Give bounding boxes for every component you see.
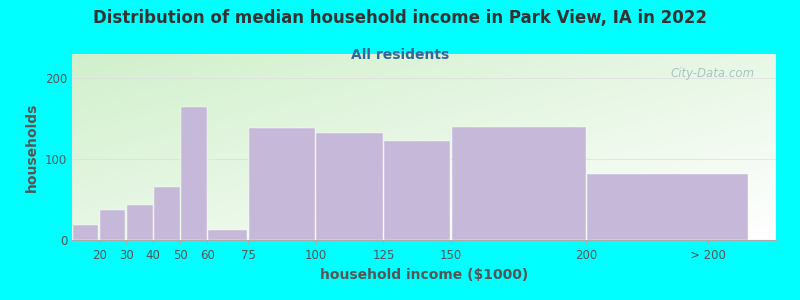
Bar — [587, 174, 748, 240]
Bar — [452, 127, 586, 240]
Text: City-Data.com: City-Data.com — [670, 67, 755, 80]
Bar — [208, 230, 247, 240]
Bar — [249, 128, 315, 240]
Bar — [100, 210, 126, 240]
Bar — [127, 205, 153, 240]
Bar — [154, 188, 180, 240]
Text: Distribution of median household income in Park View, IA in 2022: Distribution of median household income … — [93, 9, 707, 27]
X-axis label: household income ($1000): household income ($1000) — [320, 268, 528, 282]
Y-axis label: households: households — [26, 102, 39, 192]
Bar — [73, 225, 98, 240]
Text: All residents: All residents — [351, 48, 449, 62]
Bar — [384, 141, 450, 240]
Bar — [181, 106, 206, 240]
Bar — [316, 133, 382, 240]
